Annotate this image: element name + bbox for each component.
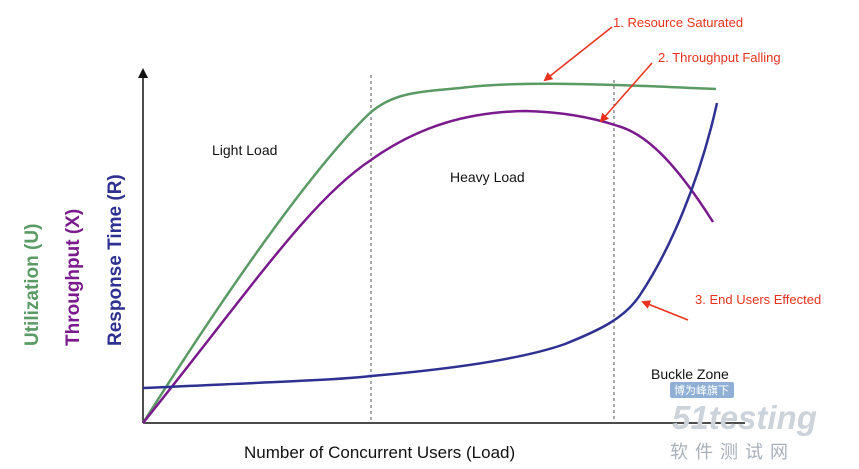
buckle-zone-label: Buckle Zone	[651, 366, 729, 382]
end-users-effected-label: 3. End Users Effected	[695, 292, 821, 307]
watermark-cn-bottom: 软件测试网	[670, 442, 795, 463]
throughput-curve	[142, 109, 715, 424]
response-time-curve	[142, 102, 719, 390]
throughput-falling-label: 2. Throughput Falling	[658, 50, 781, 65]
watermark-logo: 博为峰旗下 51testing 软件测试网	[670, 382, 817, 463]
resource-saturated-label: 1. Resource Saturated	[613, 15, 743, 30]
throughput-falling-arrow	[599, 62, 653, 123]
y-label-response-time: Response Time (R)	[105, 174, 126, 346]
utilization-curve	[141, 82, 717, 424]
y-label-throughput: Throughput (X)	[63, 209, 84, 346]
heavy-load-label: Heavy Load	[450, 169, 525, 185]
end-users-effected-arrow	[641, 300, 689, 321]
watermark-cn-top: 博为峰旗下	[674, 383, 729, 397]
y-label-utilization: Utilization (U)	[22, 224, 43, 346]
watermark-brand: 51testing	[672, 399, 817, 436]
resource-saturated-arrow	[543, 26, 613, 82]
light-load-label: Light Load	[212, 142, 277, 158]
x-axis-title: Number of Concurrent Users (Load)	[244, 443, 515, 462]
